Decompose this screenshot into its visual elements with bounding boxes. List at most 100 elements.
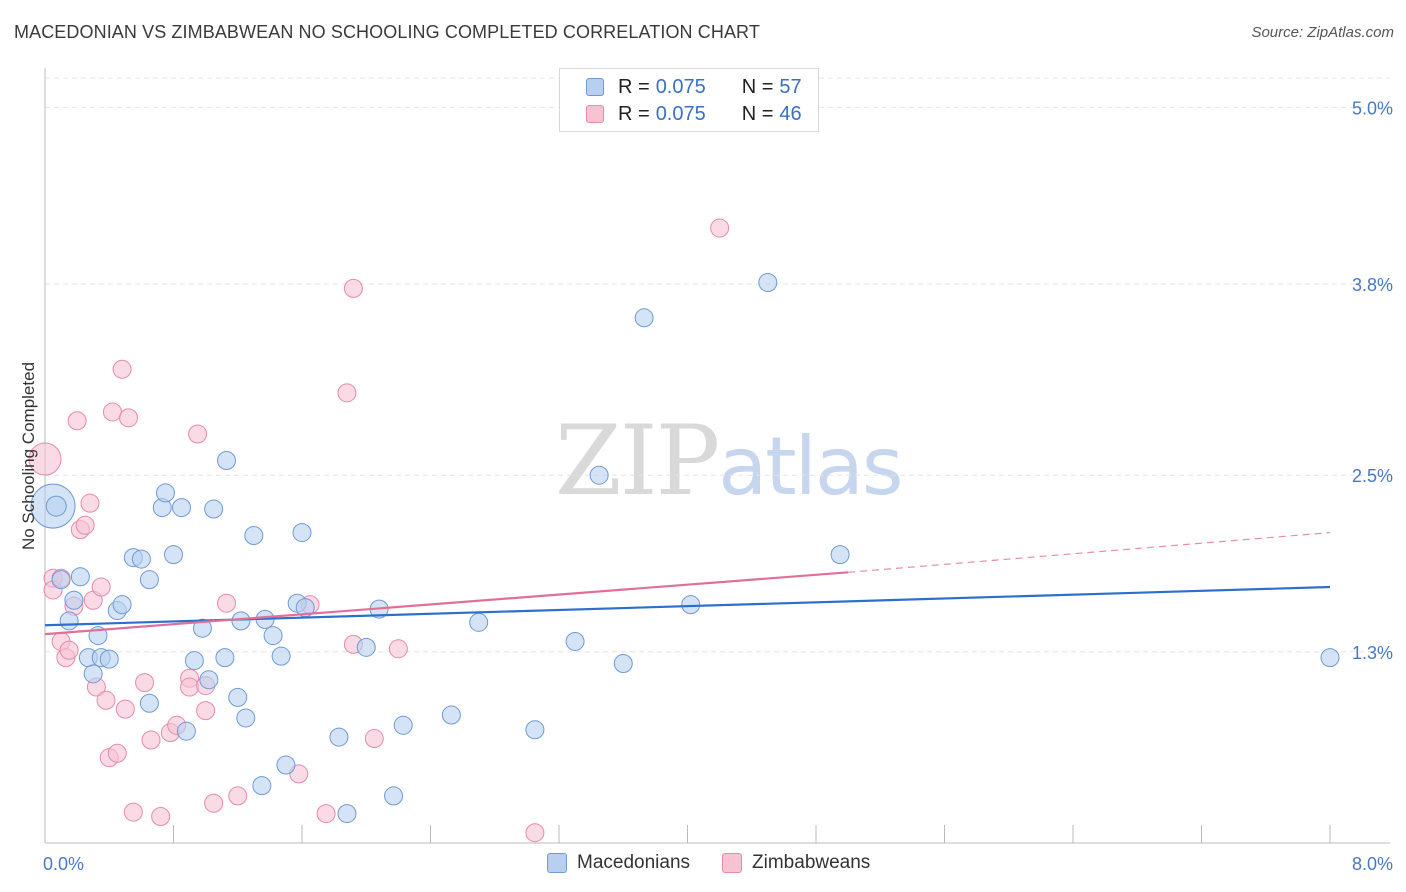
watermark: ZIPatlas — [555, 405, 904, 517]
legend-r-label: R = — [618, 75, 650, 98]
zimbabwean-point — [180, 677, 200, 697]
macedonians-trend-line — [44, 585, 1331, 627]
zimbabwean-point — [67, 411, 87, 431]
grid-lines — [45, 77, 1390, 653]
macedonian-point — [215, 648, 235, 668]
x-tick-label: 0.0% — [43, 854, 84, 874]
macedonian-point — [70, 567, 90, 587]
legend-swatch-blue — [586, 78, 604, 96]
stats-legend: R = 0.075 N = 57 R = 0.075 N = 46 — [559, 68, 819, 132]
macedonians-points — [30, 272, 1340, 824]
y-axis-label: No Schooling Completed — [19, 362, 38, 550]
zimbabwean-point — [102, 402, 122, 422]
zimbabwean-point — [115, 699, 135, 719]
macedonian-point — [139, 693, 159, 713]
zimbabweans-trend-extension — [848, 531, 1331, 573]
legend-swatch-pink — [586, 105, 604, 123]
macedonian-point — [441, 705, 461, 725]
macedonian-point — [236, 708, 256, 728]
macedonian-point — [613, 654, 633, 674]
zimbabwean-point — [59, 640, 79, 660]
macedonian-point — [204, 499, 224, 519]
watermark-zip: ZIP — [555, 405, 720, 517]
zimbabwean-point — [28, 442, 62, 476]
watermark-atlas: atlas — [718, 420, 903, 513]
zimbabwean-point — [91, 577, 111, 597]
y-tick-label: 1.3% — [1352, 643, 1393, 663]
macedonian-point — [337, 804, 357, 824]
zimbabwean-point — [525, 823, 545, 843]
zimbabweans-points — [28, 218, 730, 843]
legend-item-macedonians[interactable]: Macedonians — [547, 852, 690, 874]
macedonian-point — [228, 687, 248, 707]
zimbabwean-point — [188, 424, 208, 444]
macedonian-point — [184, 651, 204, 671]
macedonian-point — [199, 670, 219, 690]
macedonian-point — [589, 465, 609, 485]
legend-n-value: 46 — [779, 102, 802, 125]
macedonian-point — [329, 727, 349, 747]
series-legend: Macedonians Zimbabweans — [547, 852, 902, 874]
macedonian-point — [634, 308, 654, 328]
macedonian-point — [176, 721, 196, 741]
zimbabwean-point — [119, 408, 139, 428]
macedonian-point — [263, 626, 283, 646]
macedonian-point — [681, 595, 701, 615]
macedonian-point — [393, 715, 413, 735]
macedonian-point — [164, 545, 183, 565]
legend-swatch-pink — [722, 853, 743, 873]
legend-r-value: 0.075 — [655, 75, 706, 98]
legend-swatch-blue — [547, 853, 567, 873]
macedonian-point — [292, 523, 312, 543]
macedonian-point — [1320, 648, 1340, 668]
macedonian-point — [252, 776, 272, 796]
macedonian-point — [565, 631, 585, 651]
legend-item-zimbabweans[interactable]: Zimbabweans — [722, 852, 870, 874]
macedonian-point — [231, 611, 251, 631]
macedonian-point — [271, 646, 291, 666]
zimbabwean-point — [228, 786, 248, 806]
macedonian-point — [112, 595, 132, 615]
zimbabwean-point — [141, 730, 161, 750]
zimbabwean-point — [343, 278, 363, 298]
macedonian-point — [83, 664, 103, 684]
zimbabwean-point — [75, 515, 95, 535]
macedonian-point — [155, 483, 175, 503]
macedonian-point — [469, 612, 489, 632]
legend-n-value: 57 — [779, 75, 802, 98]
zimbabwean-point — [151, 807, 171, 827]
zimbabweans-trend-line — [44, 571, 849, 636]
macedonian-point — [830, 545, 850, 565]
macedonian-point — [172, 498, 192, 518]
macedonian-point — [59, 611, 79, 631]
zimbabwean-point — [337, 383, 357, 403]
macedonian-point — [99, 649, 119, 669]
zimbabwean-point — [107, 743, 127, 763]
macedonian-point — [51, 570, 71, 590]
legend-n-label: N = — [741, 75, 774, 98]
legend-r-value: 0.075 — [655, 102, 706, 125]
zimbabwean-point — [96, 690, 116, 710]
zimbabwean-point — [217, 593, 237, 613]
zimbabwean-point — [316, 804, 336, 824]
zimbabwean-point — [710, 218, 730, 238]
x-tick-label: 8.0% — [1352, 854, 1393, 874]
zimbabwean-point — [196, 701, 216, 721]
macedonian-point — [217, 451, 237, 470]
chart-title: MACEDONIAN VS ZIMBABWEAN NO SCHOOLING CO… — [14, 22, 760, 42]
y-tick-label: 2.5% — [1352, 466, 1393, 486]
macedonian-point — [758, 272, 778, 292]
zimbabwean-point — [204, 793, 224, 813]
tick-labels: 1.3% 2.5% 3.8% 5.0% 0.0% 8.0% — [43, 98, 1393, 874]
source-credit: Source: ZipAtlas.com — [1251, 24, 1394, 41]
zimbabwean-point — [135, 673, 155, 693]
zimbabwean-point — [364, 729, 384, 749]
macedonian-point — [64, 590, 84, 610]
macedonian-point — [139, 570, 159, 590]
legend-r-label: R = — [618, 102, 650, 125]
zimbabwean-point — [123, 802, 143, 822]
zimbabwean-point — [112, 359, 132, 379]
legend-label-zimbabweans: Zimbabweans — [752, 852, 871, 873]
macedonian-point — [192, 618, 212, 638]
